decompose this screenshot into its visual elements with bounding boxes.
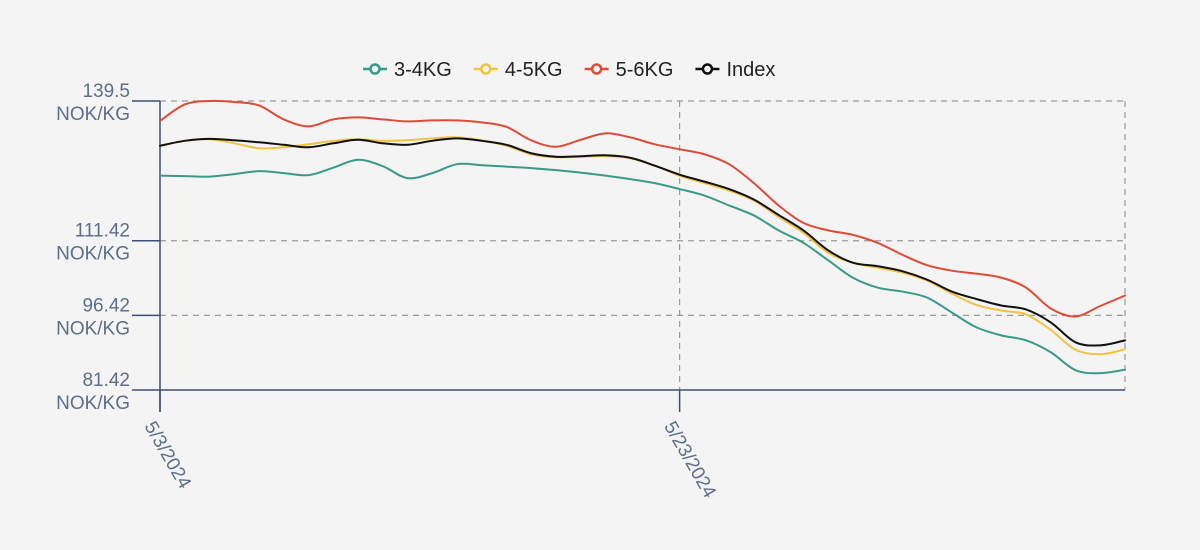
y-tick-label-1: 111.42: [75, 221, 130, 242]
legend-swatch-marker: [590, 63, 603, 75]
x-tick-label-1: 5/23/2024: [659, 418, 720, 502]
legend-item-index[interactable]: Index: [695, 59, 775, 81]
legend-swatch-marker: [701, 63, 714, 75]
legend-label: 4-5KG: [505, 59, 563, 81]
y-tick-unit-3: NOK/KG: [56, 393, 130, 414]
series-group: [159, 99, 1126, 375]
series-line-3-4kg: [159, 158, 1126, 375]
y-tick-unit-0: NOK/KG: [56, 104, 130, 125]
x-tick-label-0: 5/3/2024: [140, 418, 195, 493]
y-tick-label-2: 96.42: [82, 295, 130, 316]
y-tick-unit-1: NOK/KG: [56, 244, 130, 265]
legend-label: 5-6KG: [616, 59, 674, 81]
y-tick-label-0: 139.5: [82, 81, 130, 102]
legend: 3-4KG 4-5KG 5-6KG Index: [363, 59, 775, 81]
y-tick-label-3: 81.42: [82, 370, 130, 391]
x-axis-ticks: 5/3/2024 5/23/2024: [140, 390, 720, 502]
legend-label: 3-4KG: [394, 59, 452, 81]
axes: [159, 101, 1125, 412]
series-line-4-5kg: [159, 136, 1126, 356]
legend-swatch-marker: [480, 63, 492, 75]
series-line-index: [159, 137, 1126, 347]
legend-item-4-5kg[interactable]: 4-5KG: [473, 59, 563, 81]
legend-label: Index: [726, 59, 775, 81]
y-axis-ticks: 139.5NOK/KG111.42NOK/KG96.42NOK/KG81.42N…: [56, 81, 160, 414]
y-tick-unit-2: NOK/KG: [56, 318, 130, 339]
legend-item-5-6kg[interactable]: 5-6KG: [584, 59, 674, 81]
legend-item-3-4kg[interactable]: 3-4KG: [363, 59, 452, 81]
legend-swatch-marker: [369, 63, 381, 75]
series-line-5-6kg: [159, 99, 1126, 318]
